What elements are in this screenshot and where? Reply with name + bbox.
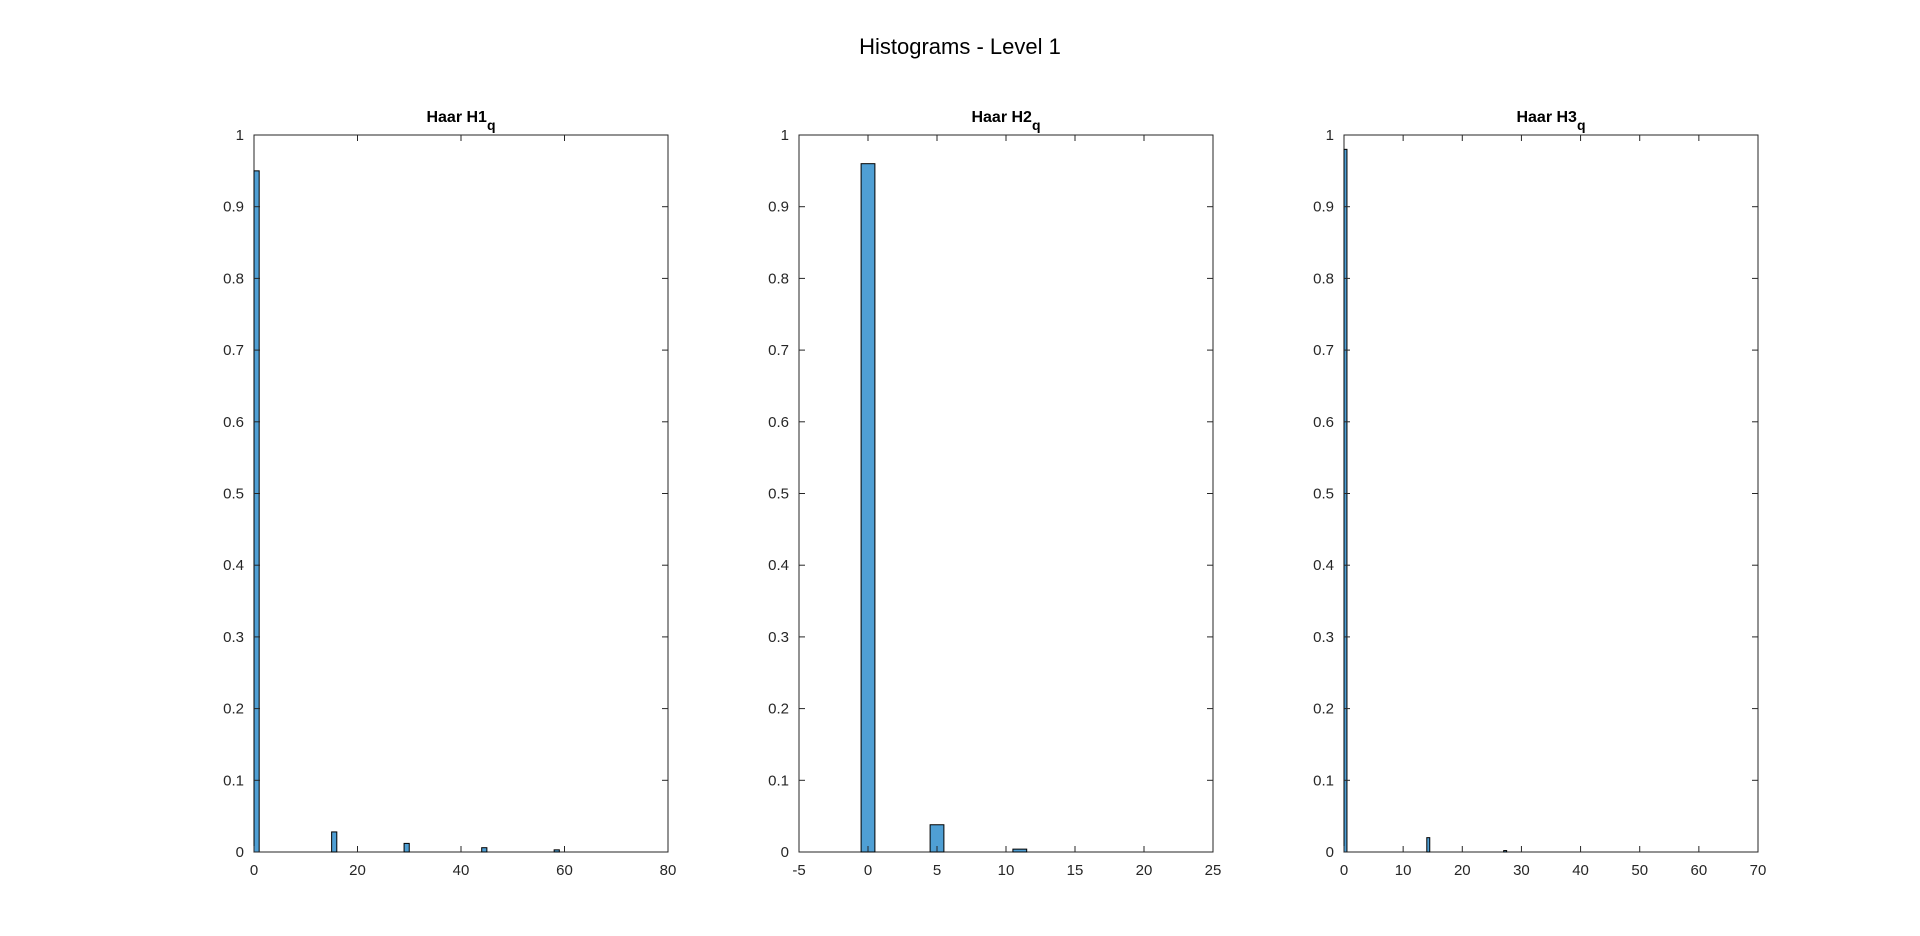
y-tick-label: 0: [236, 844, 244, 861]
y-tick-label: 0.2: [223, 701, 244, 718]
x-tick-label: 70: [1750, 862, 1767, 879]
y-tick-label: 0.7: [768, 342, 789, 359]
x-tick-label: 20: [1136, 862, 1153, 879]
histogram-bar: [253, 170, 260, 853]
x-tick-label: 40: [453, 862, 470, 879]
x-tick-label: 60: [556, 862, 573, 879]
x-tick-label: 0: [250, 862, 258, 879]
x-tick-label: 20: [349, 862, 366, 879]
axes-box: [1343, 134, 1759, 853]
histogram-bar: [553, 849, 560, 853]
axes-title: Haar H1q: [426, 109, 495, 133]
histogram-bar: [331, 831, 338, 853]
y-tick-label: 0.6: [1313, 414, 1334, 431]
y-tick-label: 0.4: [768, 557, 789, 574]
histogram-bar: [481, 847, 488, 853]
y-tick-label: 0.6: [768, 414, 789, 431]
x-tick-label: 0: [1340, 862, 1348, 879]
y-tick-label: 0.7: [223, 342, 244, 359]
x-tick-label: 25: [1205, 862, 1222, 879]
y-tick-label: 0.1: [1313, 772, 1334, 789]
histogram-bar: [403, 842, 410, 853]
axes-title-main: Haar H1: [426, 109, 487, 126]
y-tick-label: 0.2: [768, 701, 789, 718]
y-tick-label: 0.5: [768, 486, 789, 503]
y-tick-label: 1: [236, 127, 244, 144]
y-tick-label: 0.3: [1313, 629, 1334, 646]
axes-title-main: Haar H2: [971, 109, 1032, 126]
x-tick-label: 0: [864, 862, 872, 879]
histogram-bar: [1343, 148, 1348, 853]
y-tick-label: 0: [781, 844, 789, 861]
y-tick-label: 0.3: [768, 629, 789, 646]
y-tick-label: 0.9: [1313, 199, 1334, 216]
histogram-bar: [1503, 850, 1508, 853]
histogram-bar: [1426, 837, 1431, 853]
axes-1: 0 0.1 0.2 0.3 0.4 0.5 0.6 0.7 0.8 0.9 1 0 20 40 60 80 Ha…: [223, 109, 676, 879]
x-tick-label: 60: [1691, 862, 1708, 879]
y-tick-label: 0.5: [223, 486, 244, 503]
axes-title-main: Haar H3: [1516, 109, 1577, 126]
axes-title-subscript: q: [1577, 117, 1586, 133]
histogram-bar: [1012, 848, 1028, 853]
y-tick-label: 0.1: [768, 772, 789, 789]
y-tick-label: 0.4: [223, 557, 244, 574]
histogram-bar: [860, 163, 876, 853]
y-tick-label: 0.8: [223, 270, 244, 287]
x-tick-label: 10: [998, 862, 1015, 879]
y-tick-label: 0.9: [768, 199, 789, 216]
y-tick-label: 0.5: [1313, 486, 1334, 503]
x-tick-label: -5: [792, 862, 805, 879]
x-tick-label: 30: [1513, 862, 1530, 879]
y-tick-label: 0.9: [223, 199, 244, 216]
axes-title-subscript: q: [1032, 117, 1041, 133]
x-tick-label: 40: [1572, 862, 1589, 879]
y-tick-label: 0.8: [1313, 270, 1334, 287]
x-tick-label: 10: [1395, 862, 1412, 879]
figure-title: Histograms - Level 1: [859, 34, 1061, 59]
y-tick-label: 0.4: [1313, 557, 1334, 574]
x-tick-label: 15: [1067, 862, 1084, 879]
y-tick-label: 0.2: [1313, 701, 1334, 718]
axes-box: [253, 134, 669, 853]
axes-3: 00.10.20.30.40.50.60.70.80.910 10 20 30 40 50…: [1313, 109, 1766, 879]
axes-title: Haar H3q: [1516, 109, 1585, 133]
y-tick-label: 0.1: [223, 772, 244, 789]
x-tick-label: 80: [660, 862, 677, 879]
y-tick-label: 0.8: [768, 270, 789, 287]
y-tick-label: 0.3: [223, 629, 244, 646]
axes-2: 00.10.20.30.40.50.60.70.80.91-5 0 5 10 15 20 2…: [768, 109, 1221, 879]
y-tick-label: 0.7: [1313, 342, 1334, 359]
x-tick-label: 20: [1454, 862, 1471, 879]
x-tick-label: 5: [933, 862, 941, 879]
y-tick-label: 0.6: [223, 414, 244, 431]
y-tick-label: 1: [781, 127, 789, 144]
axes-title: Haar H2q: [971, 109, 1040, 133]
x-tick-label: 50: [1631, 862, 1648, 879]
y-tick-label: 0: [1326, 844, 1334, 861]
y-tick-label: 1: [1326, 127, 1334, 144]
axes-title-subscript: q: [487, 117, 496, 133]
